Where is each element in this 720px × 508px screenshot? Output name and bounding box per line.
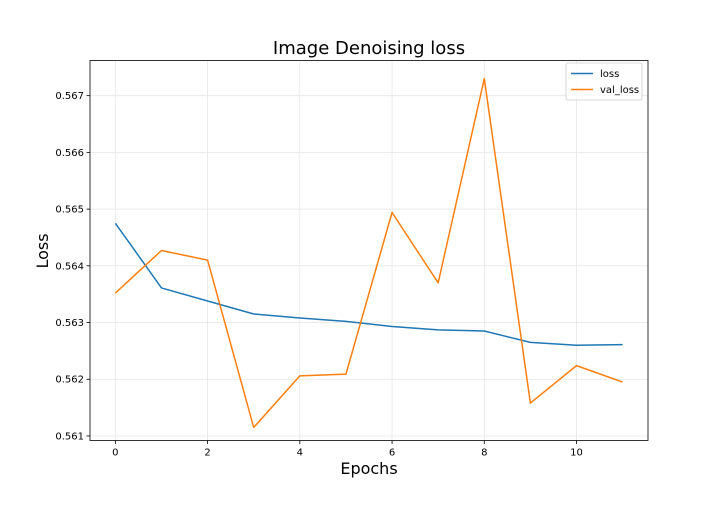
series-line-loss: [114, 222, 623, 346]
y-tick-label: 0.566: [55, 148, 84, 159]
plot-area-frame: [89, 60, 649, 441]
y-tick-label: 0.567: [55, 91, 84, 102]
y-tick-label: 0.563: [55, 318, 84, 329]
x-tick-label: 6: [389, 448, 395, 459]
x-axis-title: Epochs: [340, 459, 397, 478]
legend-label-loss: loss: [600, 69, 619, 80]
y-tick-label: 0.564: [55, 261, 84, 272]
x-tick-label: 0: [112, 448, 118, 459]
legend-label-val-loss: val_loss: [600, 85, 639, 96]
legend: loss val_loss: [565, 62, 643, 101]
x-tick-label: 10: [570, 448, 583, 459]
series-layer: [114, 77, 623, 429]
legend-entries: loss val_loss: [571, 69, 639, 96]
grid-layer: [90, 60, 648, 441]
tick-layer: 0 2 4 6 8 10 0.561 0.562 0.563 0.564 0.565 0.566 0.5…: [55, 91, 583, 458]
x-tick-label: 2: [204, 448, 210, 459]
x-tick-label: 8: [481, 448, 487, 459]
y-tick-label: 0.562: [55, 375, 84, 386]
x-tick-label: 4: [297, 448, 303, 459]
y-tick-label: 0.561: [55, 431, 84, 442]
legend-box: [565, 62, 643, 101]
y-tick-label: 0.565: [55, 205, 84, 216]
y-axis-title: Loss: [33, 233, 52, 268]
series-line-val-loss: [114, 77, 623, 429]
chart-title: Image Denoising loss: [273, 38, 465, 59]
